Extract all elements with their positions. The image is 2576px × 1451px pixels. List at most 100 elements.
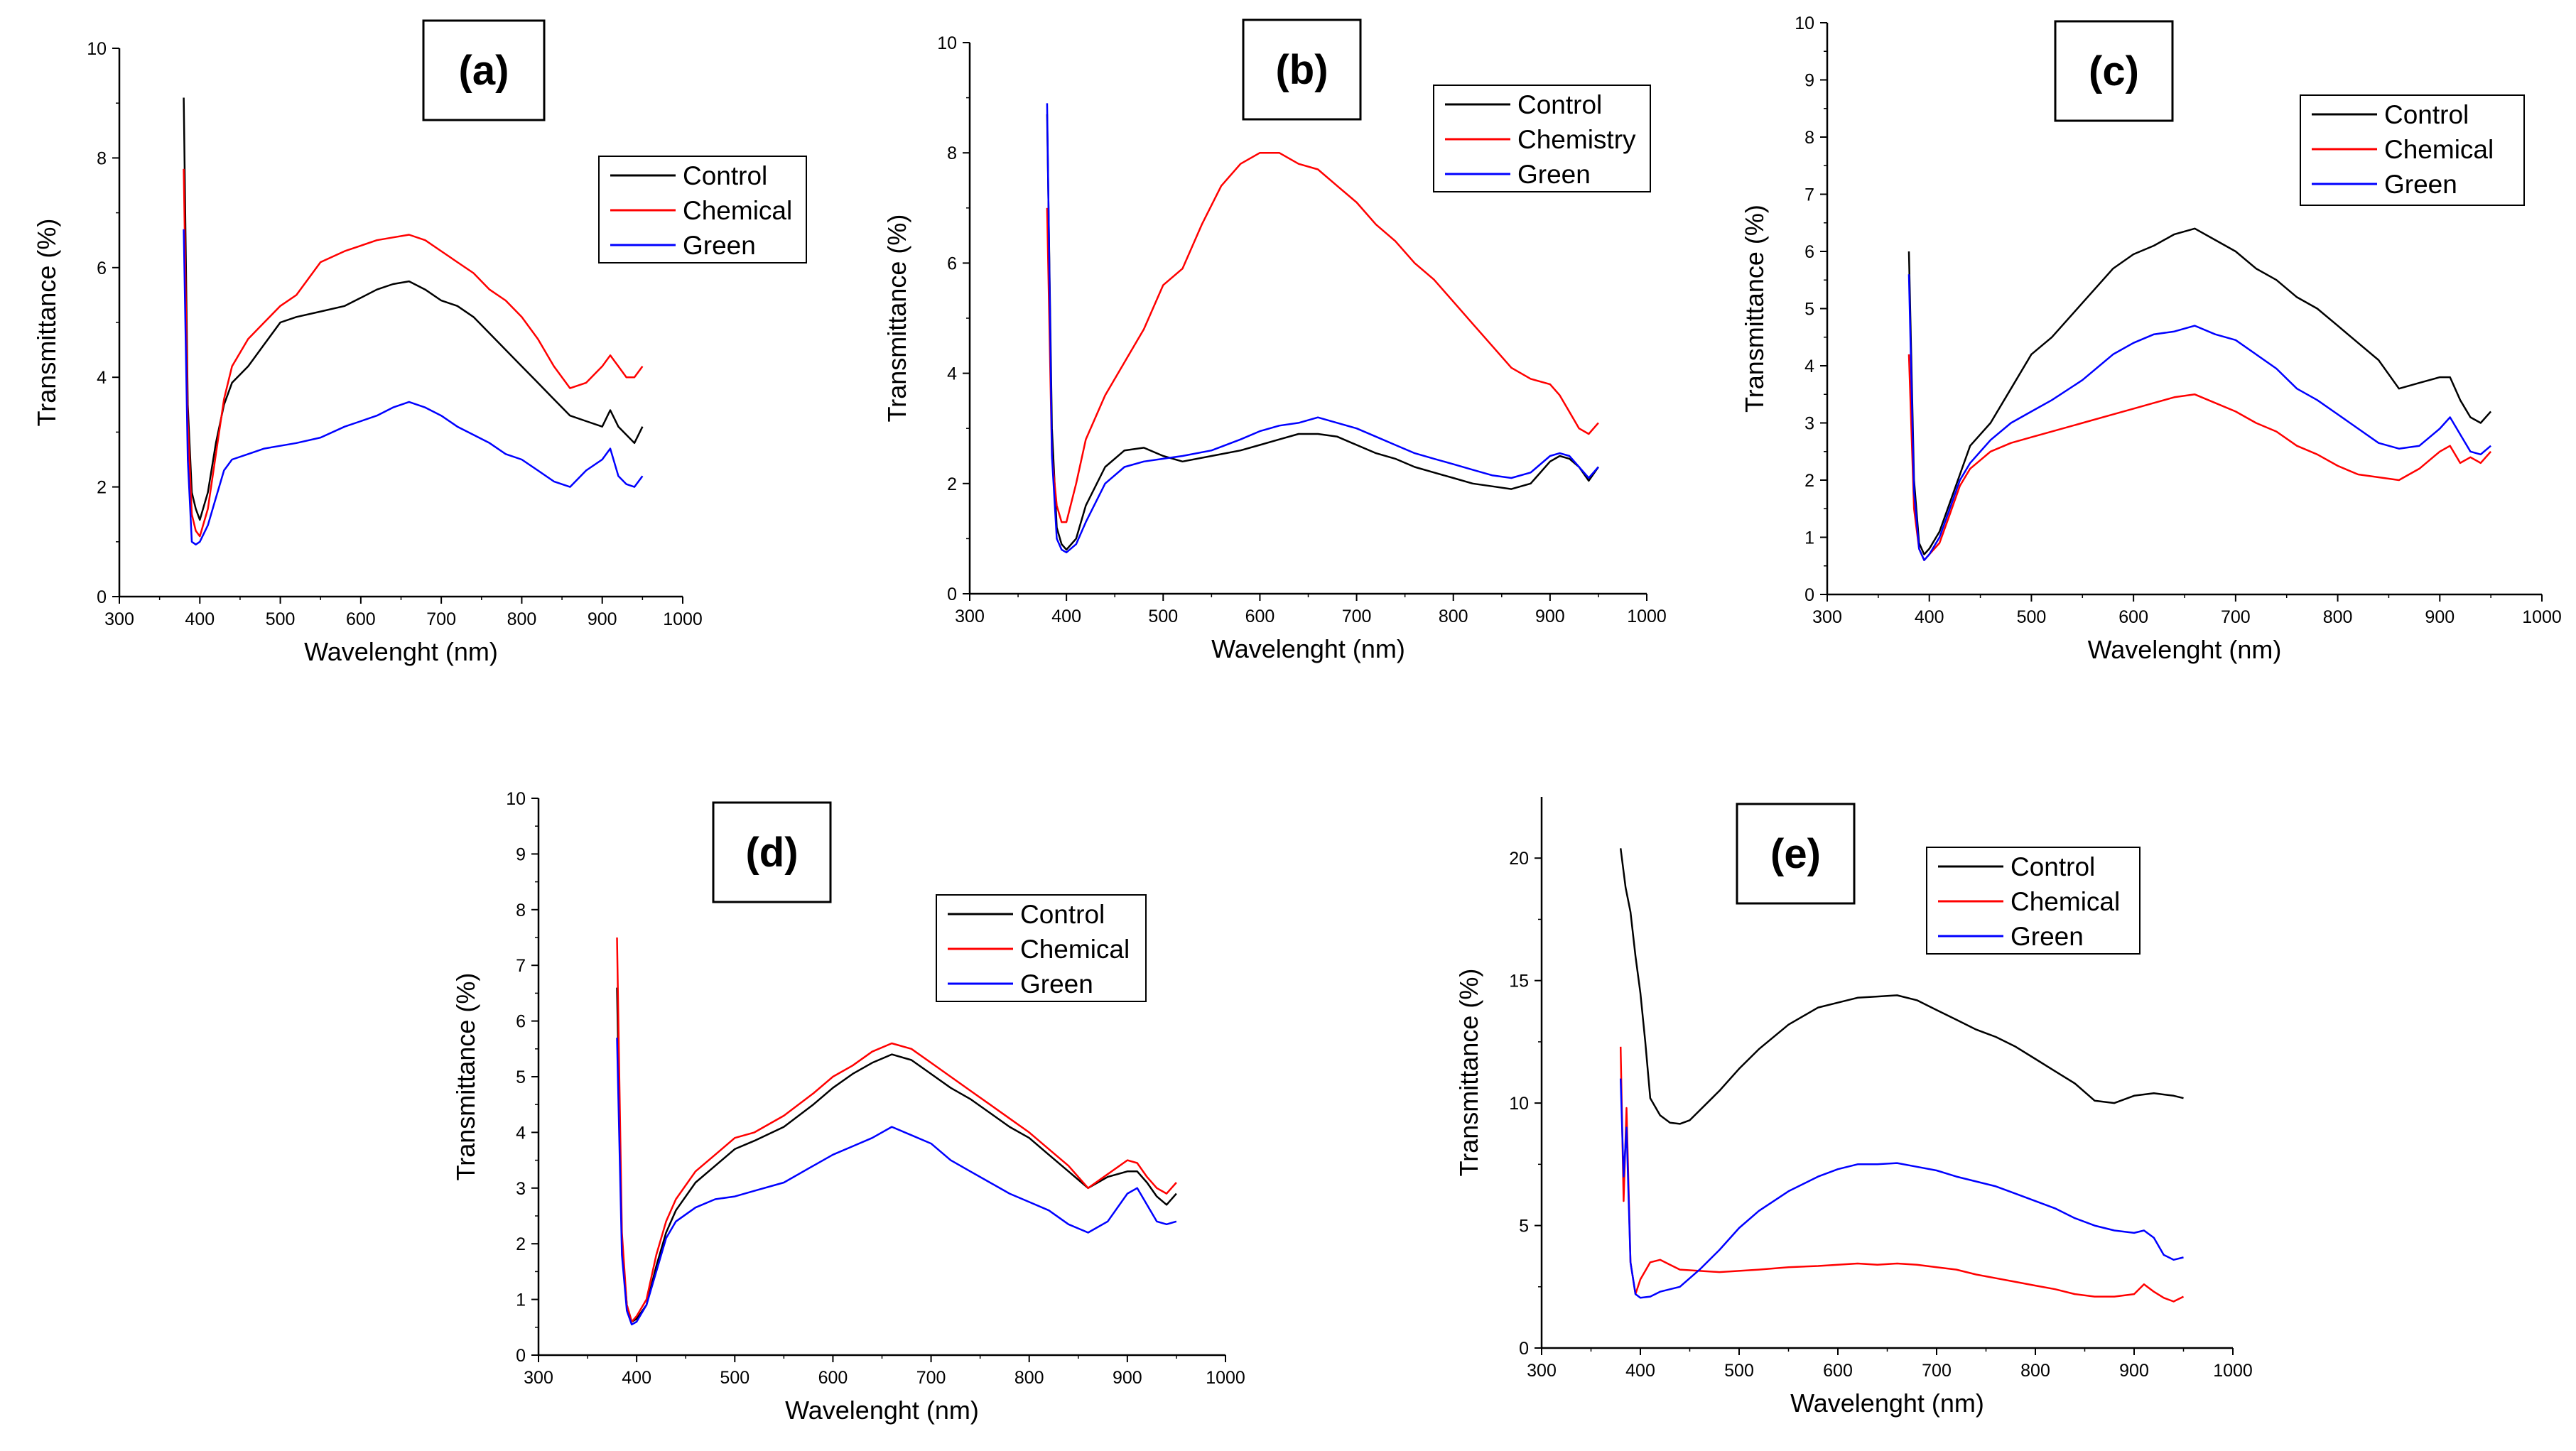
x-axis-title: Wavelenght (nm) [304, 637, 498, 666]
series-line-chemical [183, 168, 644, 538]
x-tick-label: 800 [1439, 607, 1468, 626]
y-tick-label: 3 [1804, 414, 1814, 434]
legend-label: Control [2384, 100, 2469, 129]
panel-b: 300 400 500 600 700 800 900 1000 0 2 4 6 8 10 Waveleng… [882, 18, 1667, 663]
y-tick-label: 2 [516, 1234, 526, 1254]
series-line-chemistry [1046, 151, 1599, 523]
y-axis-title: Transmittance (%) [1454, 969, 1483, 1177]
x-tick-label: 500 [720, 1368, 749, 1388]
series-line-control [1907, 227, 2492, 555]
legend-label: Chemical [2011, 887, 2120, 916]
panel-e: 300 400 500 600 700 800 900 1000 0 5 10 15 20 Wavelen… [1454, 797, 2253, 1418]
panel-label-box [1736, 803, 1856, 905]
y-tick-label: 5 [1804, 300, 1814, 320]
x-axis-title: Wavelenght (nm) [2088, 635, 2282, 664]
x-tick-label: 600 [1245, 607, 1275, 626]
x-tick-label: 500 [1148, 607, 1178, 626]
x-tick-label: 1000 [663, 609, 703, 629]
x-tick-label: 400 [622, 1368, 651, 1388]
legend-label: Chemical [1020, 935, 1130, 964]
y-tick-label: 6 [516, 1012, 526, 1032]
y-tick-label: 0 [1804, 585, 1814, 605]
x-tick-label: 1000 [2522, 607, 2562, 627]
series-line-green [1619, 1078, 2184, 1299]
y-tick-label: 0 [1519, 1339, 1529, 1359]
y-tick-label: 2 [1804, 471, 1814, 491]
legend-label: Green [683, 231, 756, 260]
x-tick-label: 600 [2118, 607, 2148, 627]
x-tick-label: 1000 [2213, 1361, 2253, 1381]
y-tick-label: 8 [1804, 128, 1814, 148]
series-line-chemical [616, 937, 1177, 1323]
y-tick-label: 0 [947, 585, 957, 604]
y-tick-label: 10 [506, 789, 526, 809]
legend-label: Green [2011, 922, 2084, 951]
series-line-chemical [1907, 354, 2492, 561]
legend-label: Control [2011, 852, 2095, 881]
series-line-control [616, 987, 1177, 1323]
legend-label: Control [1020, 900, 1105, 929]
y-tick-label: 4 [1804, 357, 1814, 376]
x-tick-label: 300 [104, 609, 134, 629]
y-axis-title: Transmittance (%) [1740, 205, 1769, 413]
y-axis-title: Transmittance (%) [882, 214, 911, 423]
legend-label: Green [1020, 969, 1093, 999]
legend-label: Green [1517, 160, 1591, 189]
y-tick-label: 8 [97, 148, 107, 168]
y-tick-label: 6 [97, 259, 107, 278]
x-tick-label: 1000 [1627, 607, 1667, 626]
x-tick-label: 1000 [1206, 1368, 1245, 1388]
x-tick-label: 800 [2323, 607, 2353, 627]
panel-c: 300 400 500 600 700 800 900 1000 0 1 2 3 4 5 6 7 8 9 10 Wav… [1740, 13, 2562, 664]
y-tick-label: 6 [947, 254, 957, 273]
x-axis-title: Wavelenght (nm) [785, 1396, 979, 1425]
y-tick-label: 6 [1804, 242, 1814, 262]
panel-label-box [1242, 18, 1362, 121]
x-tick-label: 300 [524, 1368, 553, 1388]
x-tick-label: 400 [185, 609, 215, 629]
panel-label-box [712, 801, 832, 903]
y-tick-label: 2 [947, 474, 957, 494]
y-tick-label: 1 [1804, 528, 1814, 548]
legend-label: Control [1517, 90, 1602, 119]
x-tick-label: 500 [266, 609, 296, 629]
legend-label: Green [2384, 170, 2457, 199]
panel-label: (b) [1275, 47, 1328, 93]
legend-label: Control [683, 161, 767, 190]
series-line-control [183, 97, 644, 521]
x-tick-label: 600 [1823, 1361, 1853, 1381]
y-tick-label: 4 [97, 368, 107, 388]
y-tick-label: 5 [516, 1067, 526, 1087]
y-tick-label: 7 [1804, 185, 1814, 205]
y-tick-label: 9 [516, 844, 526, 864]
series-line-green [1907, 274, 2491, 561]
x-tick-label: 800 [1014, 1368, 1044, 1388]
x-tick-label: 300 [1527, 1361, 1557, 1381]
panel-label-box [2054, 20, 2174, 122]
y-tick-label: 10 [1509, 1094, 1529, 1114]
y-tick-label: 7 [516, 956, 526, 976]
panel-a: 300 400 500 600 700 800 900 1000 0 2 4 6 8 10 Waveleng… [32, 19, 807, 666]
x-tick-label: 900 [588, 609, 617, 629]
x-tick-label: 500 [1724, 1361, 1754, 1381]
y-tick-label: 3 [516, 1179, 526, 1199]
y-tick-label: 4 [516, 1123, 526, 1143]
panel-label: (d) [745, 830, 798, 876]
x-tick-label: 600 [346, 609, 376, 629]
x-tick-label: 900 [2119, 1361, 2149, 1381]
x-axis-title: Wavelenght (nm) [1790, 1388, 1984, 1418]
series-line-control [1046, 114, 1599, 551]
series-line-control [1619, 848, 2184, 1125]
y-axis-title: Transmittance (%) [32, 219, 61, 427]
y-tick-label: 10 [937, 33, 957, 53]
y-tick-label: 0 [516, 1346, 526, 1366]
y-tick-label: 5 [1519, 1217, 1529, 1237]
legend-label: Chemistry [1517, 125, 1636, 154]
y-tick-label: 20 [1509, 849, 1529, 869]
panel-label: (a) [459, 48, 509, 94]
x-tick-label: 700 [2221, 607, 2251, 627]
y-tick-label: 8 [516, 901, 526, 920]
y-tick-label: 10 [87, 39, 107, 59]
x-tick-label: 900 [1535, 607, 1565, 626]
panel-label: (c) [2089, 48, 2139, 94]
